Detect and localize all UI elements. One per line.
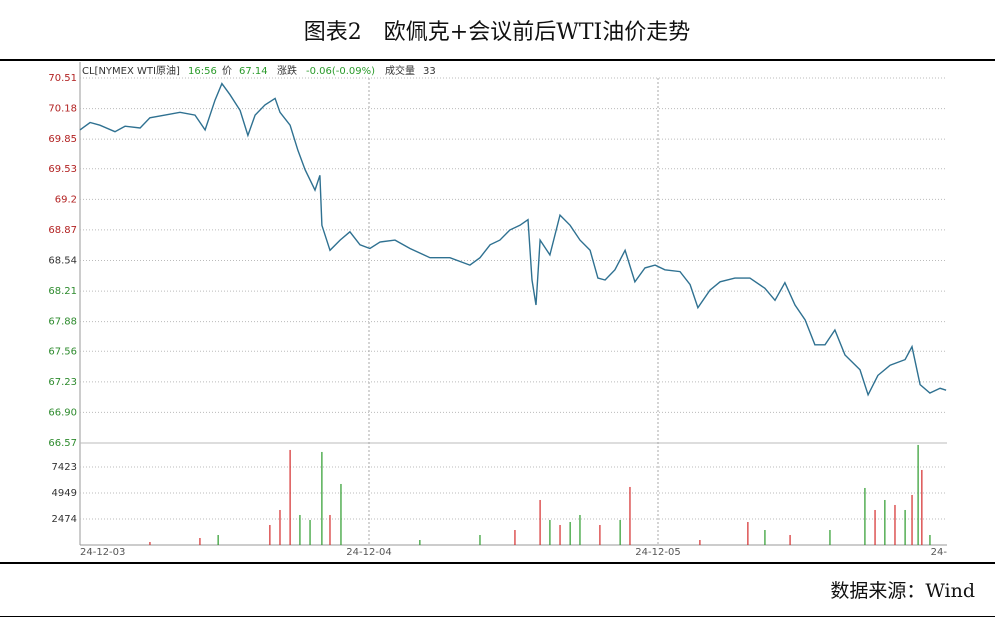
volume-bar xyxy=(329,514,331,545)
volume-bar xyxy=(289,449,291,545)
volume-bar xyxy=(279,509,281,545)
x-tick-label: 24-12-05 xyxy=(635,547,680,558)
volume-tick-label: 2474 xyxy=(52,514,77,525)
price: 67.14 xyxy=(239,66,268,77)
source: 数据来源：Wind xyxy=(830,580,975,602)
y-tick-label: 68.21 xyxy=(48,286,77,297)
price-label: 价 xyxy=(222,65,232,77)
volume-bar xyxy=(514,529,516,545)
volume-bar xyxy=(479,534,481,545)
symbol: CL[NYMEX WTI原油] xyxy=(82,64,180,77)
volume-bar xyxy=(321,451,323,545)
end-rule xyxy=(0,616,995,617)
bottom-rule xyxy=(0,562,995,564)
volume-bar xyxy=(549,519,551,545)
volume-bar xyxy=(911,494,913,545)
x-tick-label: 24-12-03 xyxy=(80,547,125,558)
figure-title: 图表2 欧佩克+会议前后WTI油价走势 xyxy=(304,20,690,45)
y-tick-label: 67.56 xyxy=(48,346,77,357)
y-tick-label: 70.18 xyxy=(48,104,77,115)
volume-bar xyxy=(864,487,866,545)
y-tick-label: 66.90 xyxy=(48,407,77,418)
y-tick-label: 69.53 xyxy=(48,164,77,175)
y-tick-label: 67.23 xyxy=(48,377,77,388)
volume-bar xyxy=(619,519,621,545)
price-line xyxy=(79,82,947,397)
volume-bar xyxy=(884,499,886,545)
volume-bar xyxy=(789,534,791,545)
volume-bar xyxy=(904,509,906,545)
volume-bar xyxy=(269,524,271,545)
time: 16:56 xyxy=(188,66,217,77)
volume-bar xyxy=(309,519,311,545)
volume-bar xyxy=(217,534,219,545)
volume-bar xyxy=(894,504,896,545)
volume-bar xyxy=(699,539,701,545)
change: -0.06(-0.09%) xyxy=(306,66,375,77)
volume-bar xyxy=(764,529,766,545)
volume-bar xyxy=(829,529,831,545)
volume-tick-label: 7423 xyxy=(52,462,77,473)
volume-bar xyxy=(149,541,151,545)
x-tick-label: 24- xyxy=(931,547,948,558)
volume-bar xyxy=(569,521,571,545)
volume-bar xyxy=(747,521,749,545)
top-rule xyxy=(0,59,995,61)
volume-bar xyxy=(929,534,931,545)
volume-bar xyxy=(299,514,301,545)
volume: 33 xyxy=(423,66,436,77)
volume-bar xyxy=(419,539,421,545)
volume-bar xyxy=(199,538,201,545)
volume-bar xyxy=(539,499,541,545)
volume-tick-label: 4949 xyxy=(52,488,77,499)
volume-bar xyxy=(917,444,919,545)
y-tick-label: 68.54 xyxy=(48,256,77,267)
y-tick-label: 68.87 xyxy=(48,225,77,236)
y-tick-label: 67.88 xyxy=(48,317,77,328)
info-bar: CL[NYMEX WTI原油] 16:56 价 67.14 涨跌 -0.06(-… xyxy=(82,64,436,77)
x-tick-label: 24-12-04 xyxy=(346,547,391,558)
volume-bar xyxy=(579,514,581,545)
volume-label: 成交量 xyxy=(385,64,415,77)
volume-bar xyxy=(629,486,631,545)
change-label: 涨跌 xyxy=(277,64,297,77)
volume-bar xyxy=(559,524,561,545)
y-tick-label: 70.51 xyxy=(48,73,77,84)
volume-bar xyxy=(340,483,342,545)
volume-bar xyxy=(599,524,601,545)
volume-bar xyxy=(921,469,923,545)
y-tick-label: 66.57 xyxy=(48,438,77,449)
y-tick-label: 69.2 xyxy=(55,194,77,205)
volume-bar xyxy=(874,509,876,545)
y-tick-label: 69.85 xyxy=(48,134,77,145)
